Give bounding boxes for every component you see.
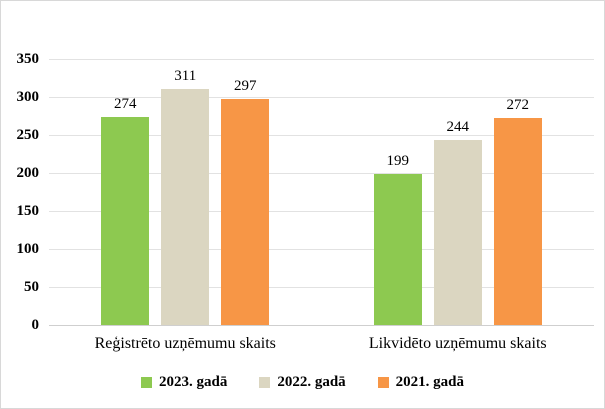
bar-value-label: 297 <box>234 78 257 95</box>
legend-label: 2021. gadā <box>395 374 465 390</box>
bar-value-label: 311 <box>174 67 197 84</box>
bar-value-label: 274 <box>114 95 137 112</box>
gridline-150 <box>49 211 594 212</box>
gridline-300 <box>49 97 594 98</box>
x-category-label-2: Likvidēto uzņēmumu skaits <box>368 335 547 352</box>
y-tick-200: 200 <box>16 165 40 181</box>
legend-label: 2022. gadā <box>277 374 346 390</box>
x-axis-line <box>49 325 594 326</box>
y-tick-250: 250 <box>16 127 40 143</box>
y-tick-350: 350 <box>16 51 40 67</box>
bar-series1-category2 <box>373 173 422 325</box>
bar-series2-category1 <box>161 88 210 325</box>
y-tick-150: 150 <box>16 203 40 219</box>
legend-swatch-icon <box>140 376 152 388</box>
legend-item-3: 2021. gadā <box>377 373 465 391</box>
y-tick-300: 300 <box>16 89 40 105</box>
bar-series2-category2 <box>433 139 482 325</box>
gridline-200 <box>49 173 594 174</box>
gridline-50 <box>49 287 594 288</box>
gridline-100 <box>49 249 594 250</box>
legend-item-2: 2022. gadā <box>259 373 346 391</box>
legend: 2023. gadā 2022. gadā 2021. gadā <box>1 373 604 391</box>
gridline-350 <box>49 59 594 60</box>
legend-swatch-icon <box>377 376 389 388</box>
bar-value-label: 272 <box>506 97 530 114</box>
legend-swatch-icon <box>259 376 271 388</box>
y-tick-50: 50 <box>24 279 39 295</box>
bar-series1-category1 <box>101 116 150 325</box>
y-tick-100: 100 <box>16 241 40 257</box>
legend-item-1: 2023. gadā <box>140 373 228 391</box>
bar-series3-category1 <box>221 99 270 325</box>
bar-value-label: 244 <box>446 118 470 135</box>
gridline-250 <box>49 135 594 136</box>
y-tick-0: 0 <box>31 317 40 333</box>
bar-series3-category2 <box>493 118 542 325</box>
legend-label: 2023. gadā <box>158 374 228 390</box>
bar-value-label: 199 <box>386 152 410 169</box>
x-category-label-1: Reģistrēto uzņēmumu skaits <box>94 335 276 352</box>
